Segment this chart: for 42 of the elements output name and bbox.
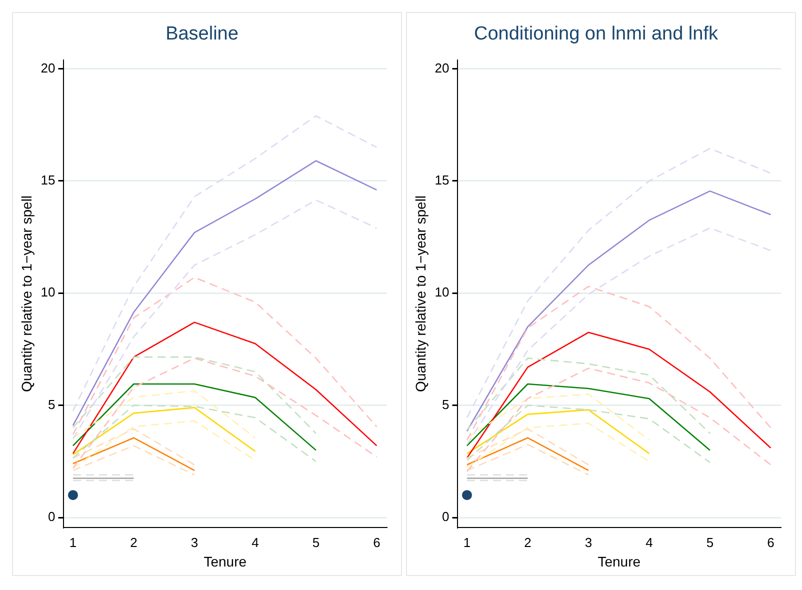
x-tick-label: 6 (373, 534, 380, 550)
y-tick-label: 15 (40, 172, 56, 188)
x-axis-title: Tenure (204, 553, 247, 570)
line-series (72, 358, 378, 469)
x-tick-label: 3 (190, 534, 198, 550)
y-tick-label: 20 (434, 60, 450, 76)
x-tick-label: 1 (69, 534, 77, 550)
y-tick-label: 15 (434, 172, 450, 188)
line-series (72, 404, 317, 462)
line-series (466, 358, 711, 434)
y-axis-title: Quantity relative to 1−year spell (18, 195, 34, 392)
x-tick-label: 4 (646, 534, 653, 550)
line-series (466, 227, 772, 446)
line-series (72, 199, 378, 440)
x-tick-label: 4 (252, 534, 259, 550)
y-tick-label: 0 (48, 509, 56, 524)
y-tick-label: 20 (40, 60, 56, 76)
x-tick-label: 6 (767, 534, 774, 550)
y-tick-label: 0 (442, 509, 450, 524)
line-series (466, 368, 772, 472)
x-tick-label: 5 (312, 534, 320, 550)
y-tick-label: 5 (442, 396, 450, 412)
line-series (72, 276, 378, 436)
line-series (466, 422, 650, 468)
line-series (466, 404, 711, 464)
y-tick-label: 10 (40, 284, 56, 300)
chart-title: Baseline (166, 24, 238, 45)
line-series (72, 356, 317, 434)
x-tick-label: 2 (524, 534, 532, 550)
line-series (466, 286, 772, 441)
line-series (72, 115, 378, 412)
line-series (466, 393, 650, 441)
x-tick-label: 5 (706, 534, 714, 550)
line-series (466, 148, 772, 418)
y-axis-title: Quantity relative to 1−year spell (412, 195, 428, 392)
chart-title: Conditioning on lnmi and lnfk (474, 24, 718, 45)
x-axis-title: Tenure (598, 553, 641, 570)
x-tick-label: 3 (584, 534, 592, 550)
x-tick-label: 2 (130, 534, 138, 550)
y-tick-label: 5 (48, 396, 56, 412)
y-tick-label: 10 (434, 284, 450, 300)
x-tick-label: 1 (463, 534, 471, 550)
